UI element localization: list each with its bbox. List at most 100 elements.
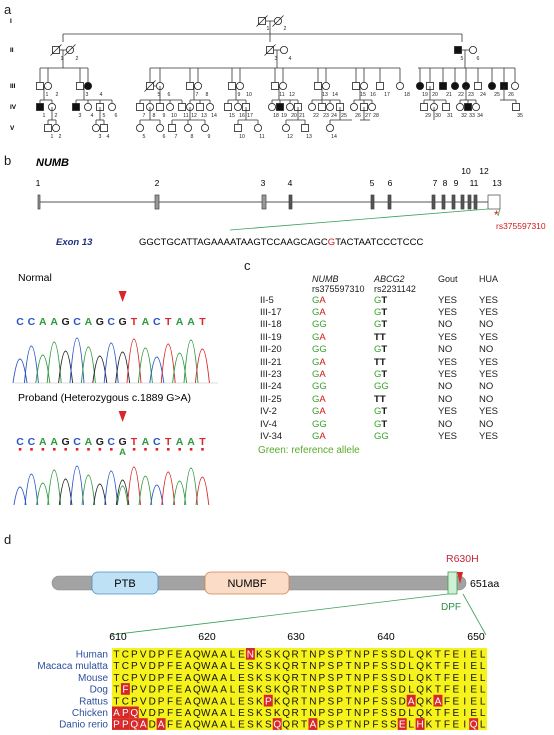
residue: L	[408, 650, 414, 661]
residue: S	[327, 673, 334, 684]
sample-id: IV-2	[260, 406, 277, 418]
abcg2-genotype: TT	[374, 393, 438, 405]
residue: A	[220, 661, 227, 672]
residue: K	[274, 708, 281, 719]
residue: Q	[416, 708, 424, 719]
female-symbol	[108, 103, 117, 112]
residue: T	[301, 673, 307, 684]
residue: K	[426, 720, 433, 730]
sample-id: III-23	[260, 369, 282, 381]
table-row: III-25 GA TT NO NO	[258, 393, 520, 405]
residue: L	[480, 673, 486, 684]
sample-id: III-25	[260, 393, 282, 405]
residue: E	[399, 720, 406, 730]
exon-box	[460, 194, 465, 210]
variant-residue-bg	[129, 718, 139, 730]
mutation-marker	[457, 572, 463, 584]
residue: I	[463, 720, 466, 730]
trace-peak	[127, 466, 141, 505]
residue: N	[247, 650, 254, 661]
base-call: T	[131, 436, 138, 448]
base-call: G	[96, 316, 104, 328]
individual-number: 16	[239, 113, 245, 119]
sample-id: III-20	[260, 344, 282, 356]
position-tick: 610	[109, 631, 127, 643]
exon-number: 2	[155, 178, 160, 188]
table-row: III-21 GA TT YES YES	[258, 356, 520, 368]
residue: A	[220, 650, 227, 661]
individual-number: 23	[323, 113, 329, 119]
residue: N	[354, 661, 361, 672]
variant-residue-bg	[120, 683, 130, 695]
residue: T	[301, 685, 307, 696]
residue: D	[149, 708, 156, 719]
allele: G	[319, 344, 327, 356]
header-abcg2: ABCG2 rs2231142	[374, 274, 438, 294]
allele: G	[312, 430, 320, 442]
residue: L	[230, 720, 236, 730]
quality-dot	[144, 448, 147, 451]
residue: Q	[282, 661, 290, 672]
female-symbol	[367, 103, 376, 112]
individual-number: 5	[158, 92, 161, 98]
female-symbol	[359, 82, 368, 91]
female-symbol	[183, 124, 192, 133]
residue: P	[131, 661, 138, 672]
header-numb: NUMB rs375597310	[312, 274, 374, 294]
sequence-left: GGCTGCATTAGAAAATAAGTCCAAGCAGC	[139, 237, 328, 248]
female-symbol	[193, 82, 202, 91]
residue: Q	[282, 650, 290, 661]
dpf-motif	[447, 571, 458, 595]
residue: A	[185, 720, 192, 730]
residue: P	[336, 661, 343, 672]
table-footnote: Green: reference allele	[258, 444, 360, 456]
residue: S	[265, 661, 272, 672]
residue: A	[185, 650, 192, 661]
individual-number: 1	[51, 134, 54, 140]
zoom-line-right	[462, 593, 487, 636]
abcg2-genotype: GT	[374, 344, 438, 356]
residue: D	[149, 685, 156, 696]
trace-peak	[81, 474, 96, 505]
residue: F	[372, 696, 378, 707]
female-symbol	[321, 82, 330, 91]
residue: D	[149, 650, 156, 661]
species-name: Rattus	[79, 696, 108, 707]
residue: S	[247, 673, 254, 684]
base-call: C	[16, 436, 24, 448]
residue: T	[113, 685, 119, 696]
residue: N	[309, 673, 316, 684]
female-symbol	[307, 103, 316, 112]
individual-number: 9	[208, 134, 211, 140]
residue: K	[426, 673, 433, 684]
residue: E	[452, 661, 459, 672]
residue: T	[113, 661, 119, 672]
residue: F	[167, 708, 173, 719]
header-hua: HUA	[479, 274, 499, 284]
base-call: C	[107, 316, 115, 328]
female-symbol	[92, 124, 101, 133]
variant-residue-bg	[156, 718, 166, 730]
residue: L	[230, 685, 236, 696]
female-symbol	[200, 124, 209, 133]
individual-number: 3	[275, 56, 278, 62]
individual-number: 15	[229, 113, 235, 119]
residue: A	[220, 685, 227, 696]
residue: P	[363, 720, 370, 730]
female-symbol	[279, 46, 288, 55]
generation-label: II	[10, 47, 14, 54]
allele: T	[379, 356, 386, 368]
female-symbol	[471, 103, 480, 112]
individual-number: 17	[247, 113, 253, 119]
base-call: A	[50, 316, 58, 328]
individual-number: 17	[384, 92, 390, 98]
exon-number: 5	[370, 178, 375, 188]
residue: S	[390, 650, 397, 661]
residue: D	[399, 673, 406, 684]
individual-number: 4	[107, 134, 110, 140]
trace-peak	[195, 476, 210, 505]
residue: F	[372, 650, 378, 661]
individual-number: 8	[153, 113, 156, 119]
allele: G	[374, 418, 382, 430]
male-symbol	[224, 103, 232, 111]
